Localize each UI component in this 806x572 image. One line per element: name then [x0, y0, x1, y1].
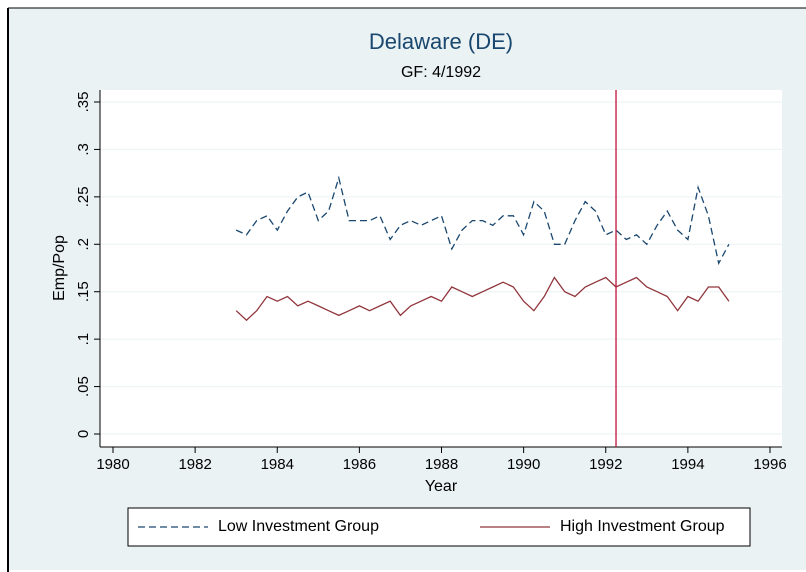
series-line — [235, 276, 730, 322]
y-tick-label: .35 — [75, 92, 92, 113]
chart-title: Delaware (DE) — [369, 29, 513, 54]
y-tick-label: .15 — [75, 281, 92, 302]
y-tick-label: 0 — [75, 430, 92, 438]
x-tick-label: 1982 — [178, 456, 211, 473]
y-tick-label: .25 — [75, 186, 92, 207]
chart-subtitle: GF: 4/1992 — [401, 64, 481, 81]
x-tick-label: 1980 — [96, 456, 129, 473]
legend — [127, 507, 751, 547]
y-tick-label: .05 — [75, 376, 92, 397]
y-tick-label: .1 — [75, 333, 92, 346]
x-tick-label: 1994 — [671, 456, 704, 473]
x-tick-label: 1990 — [507, 456, 540, 473]
y-axis-label: Emp/Pop — [51, 235, 68, 301]
y-tick-label: .3 — [75, 143, 92, 156]
plot-area — [100, 90, 782, 447]
x-tick-label: 1988 — [425, 456, 458, 473]
x-axis-label: Year — [425, 478, 458, 495]
legend-label: Low Investment Group — [218, 518, 379, 535]
series-line — [235, 175, 730, 266]
y-tick-label: .2 — [75, 238, 92, 251]
x-tick-label: 1996 — [753, 456, 786, 473]
legend-label: High Investment Group — [560, 518, 725, 535]
x-tick-label: 1986 — [343, 456, 376, 473]
x-tick-label: 1992 — [589, 456, 622, 473]
x-tick-label: 1984 — [261, 456, 294, 473]
